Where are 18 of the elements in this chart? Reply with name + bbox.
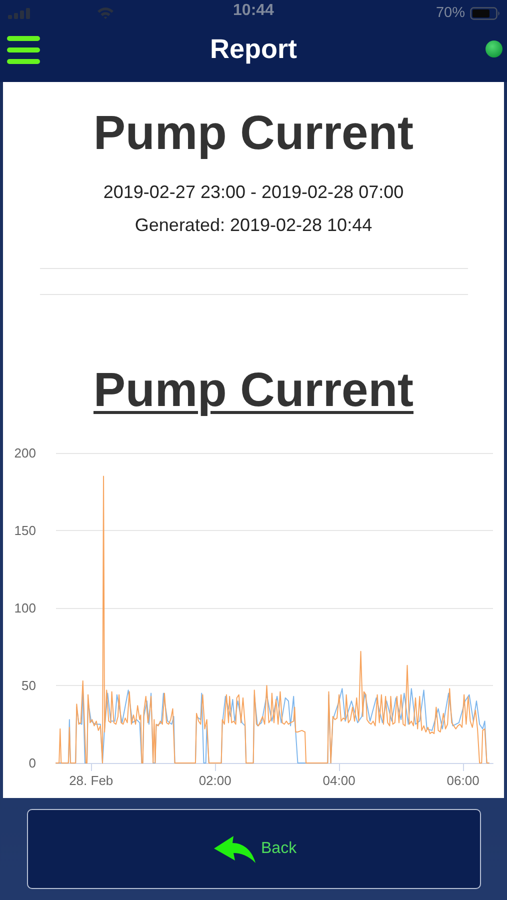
text: 10:44 (233, 1, 274, 20)
y-tick-label: 200 (14, 446, 36, 460)
y-tick-label: 0 (28, 756, 36, 770)
y-tick-label: 150 (14, 523, 36, 538)
y-tick-label: 100 (14, 600, 36, 616)
text: Generated: 2019-02-28 10:44 (134, 214, 372, 236)
x-tick-label: 06:00 (446, 773, 480, 788)
text: Back (261, 839, 297, 858)
y-tick-label: 50 (22, 678, 36, 693)
text: Pump Current (93, 106, 414, 162)
text: 2019-02-27 23:00 - 2019-02-28 07:00 (103, 181, 404, 203)
x-tick-label: 28. Feb (69, 773, 114, 788)
text: Report (210, 33, 297, 65)
x-tick-label: 02:00 (198, 773, 232, 788)
x-tick-label: 04:00 (322, 773, 356, 788)
chart-title: Pump Current (93, 363, 414, 419)
line-series (56, 476, 490, 764)
text: 70% (436, 5, 465, 22)
